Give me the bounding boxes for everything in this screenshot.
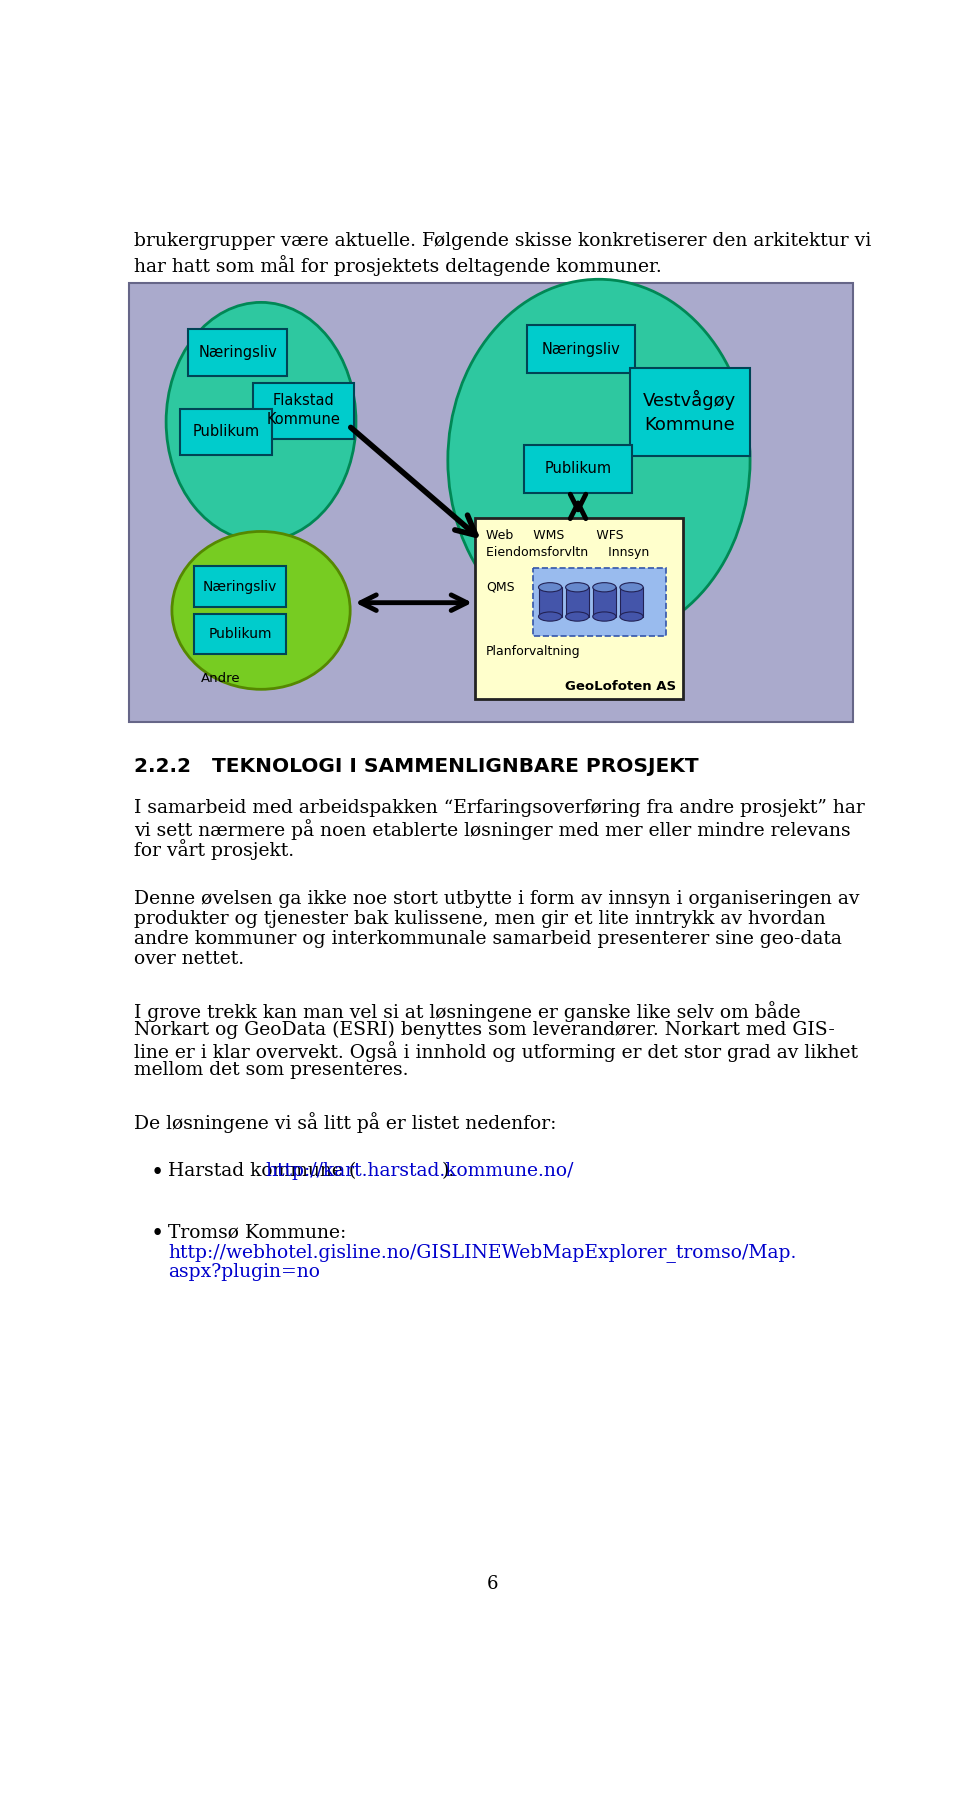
FancyBboxPatch shape (194, 615, 286, 655)
Text: 2.2.2   TEKNOLOGI I SAMMENLIGNBARE PROSJEKT: 2.2.2 TEKNOLOGI I SAMMENLIGNBARE PROSJEK… (134, 756, 699, 776)
Text: Denne øvelsen ga ikke noe stort utbytte i form av innsyn i organiseringen av: Denne øvelsen ga ikke noe stort utbytte … (134, 891, 859, 907)
Ellipse shape (172, 532, 350, 689)
Bar (592, 588, 616, 617)
Text: Eiendomsforvltn     Innsyn: Eiendomsforvltn Innsyn (486, 546, 649, 559)
FancyBboxPatch shape (188, 330, 287, 375)
Text: Publikum: Publikum (208, 628, 272, 642)
Text: line er i klar overvekt. Også i innhold og utforming er det stor grad av likhet: line er i klar overvekt. Også i innhold … (134, 1041, 858, 1061)
Text: produkter og tjenester bak kulissene, men gir et lite inntrykk av hvordan: produkter og tjenester bak kulissene, me… (134, 911, 826, 929)
Text: Publikum: Publikum (544, 461, 612, 477)
Bar (533, 568, 666, 635)
Ellipse shape (166, 303, 356, 541)
Ellipse shape (620, 582, 643, 591)
Ellipse shape (592, 582, 616, 591)
Text: over nettet.: over nettet. (134, 951, 244, 969)
Bar (475, 519, 683, 698)
Text: •: • (151, 1223, 164, 1244)
Ellipse shape (565, 611, 588, 620)
Bar (565, 588, 588, 617)
Ellipse shape (447, 279, 750, 640)
Text: De løsningene vi så litt på er listet nedenfor:: De løsningene vi så litt på er listet ne… (134, 1112, 557, 1132)
Text: Andre: Andre (202, 671, 241, 686)
Text: Harstad kommune (: Harstad kommune ( (168, 1161, 356, 1179)
Ellipse shape (539, 611, 562, 620)
FancyBboxPatch shape (180, 408, 272, 455)
FancyBboxPatch shape (253, 383, 354, 439)
FancyBboxPatch shape (527, 325, 636, 374)
Bar (620, 588, 643, 617)
Text: QMS: QMS (486, 580, 515, 593)
Text: http://kart.harstad.kommune.no/: http://kart.harstad.kommune.no/ (265, 1161, 573, 1179)
Text: GeoLofoten AS: GeoLofoten AS (565, 680, 677, 693)
FancyBboxPatch shape (194, 566, 286, 606)
Text: Vestvågøy
Kommune: Vestvågøy Kommune (643, 390, 736, 434)
Text: Publikum: Publikum (193, 424, 260, 439)
Text: vi sett nærmere på noen etablerte løsninger med mer eller mindre relevans: vi sett nærmere på noen etablerte løsnin… (134, 820, 851, 840)
Text: Næringsliv: Næringsliv (541, 341, 620, 357)
Text: Næringsliv: Næringsliv (199, 345, 277, 359)
Text: •: • (151, 1161, 164, 1185)
FancyBboxPatch shape (630, 368, 750, 457)
Text: Web     WMS        WFS: Web WMS WFS (486, 528, 623, 542)
Bar (130, 283, 853, 722)
Bar (539, 588, 562, 617)
Ellipse shape (539, 582, 562, 591)
Ellipse shape (620, 611, 643, 620)
Text: Planforvaltning: Planforvaltning (486, 646, 581, 658)
Text: Næringsliv: Næringsliv (203, 579, 277, 593)
Text: ).: ). (442, 1161, 455, 1179)
Ellipse shape (592, 611, 616, 620)
Text: for vårt prosjekt.: for vårt prosjekt. (134, 840, 294, 860)
FancyBboxPatch shape (524, 444, 633, 493)
Text: brukergrupper være aktuelle. Følgende skisse konkretiserer den arkitektur vi: brukergrupper være aktuelle. Følgende sk… (134, 232, 872, 250)
Text: 6: 6 (487, 1575, 497, 1593)
Text: Tromsø Kommune:: Tromsø Kommune: (168, 1223, 347, 1241)
Text: http://webhotel.gisline.no/GISLINEWebMapExplorer_tromso/Map.: http://webhotel.gisline.no/GISLINEWebMap… (168, 1243, 797, 1263)
Text: aspx?plugin=no: aspx?plugin=no (168, 1263, 320, 1281)
Text: andre kommuner og interkommunale samarbeid presenterer sine geo-data: andre kommuner og interkommunale samarbe… (134, 931, 842, 949)
Ellipse shape (565, 582, 588, 591)
Text: I grove trekk kan man vel si at løsningene er ganske like selv om både: I grove trekk kan man vel si at løsninge… (134, 1001, 801, 1021)
Text: Flakstad
Kommune: Flakstad Kommune (267, 394, 341, 426)
Text: mellom det som presenteres.: mellom det som presenteres. (134, 1061, 408, 1079)
Text: Norkart og GeoData (ESRI) benyttes som leverandører. Norkart med GIS-: Norkart og GeoData (ESRI) benyttes som l… (134, 1021, 835, 1039)
Text: har hatt som mål for prosjektets deltagende kommuner.: har hatt som mål for prosjektets deltage… (134, 254, 661, 276)
Text: I samarbeid med arbeidspakken “Erfaringsoverføring fra andre prosjekt” har: I samarbeid med arbeidspakken “Erfarings… (134, 798, 865, 816)
